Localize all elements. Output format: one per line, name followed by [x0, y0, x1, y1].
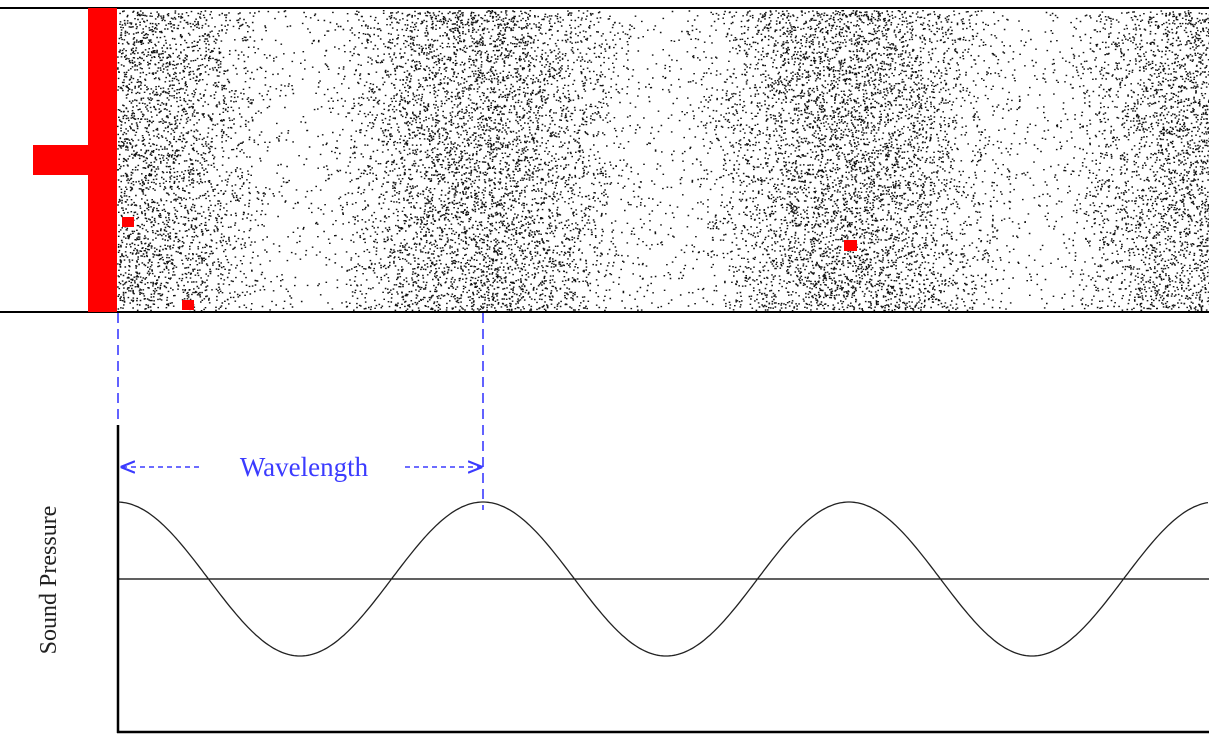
marked-particle	[844, 240, 857, 251]
air-particles	[117, 10, 1209, 312]
axis-label: Sound Pressure	[36, 506, 62, 655]
pressure-wave	[117, 501, 1209, 657]
marked-particle	[122, 217, 134, 227]
piston	[88, 8, 117, 312]
piston-rod	[33, 145, 89, 175]
wavelength-guide	[117, 313, 484, 510]
tube	[0, 7, 1209, 313]
marked-particle	[182, 300, 194, 310]
wavelength-label: Wavelength	[240, 452, 369, 482]
pressure-plot: Sound Pressure	[36, 425, 1209, 734]
